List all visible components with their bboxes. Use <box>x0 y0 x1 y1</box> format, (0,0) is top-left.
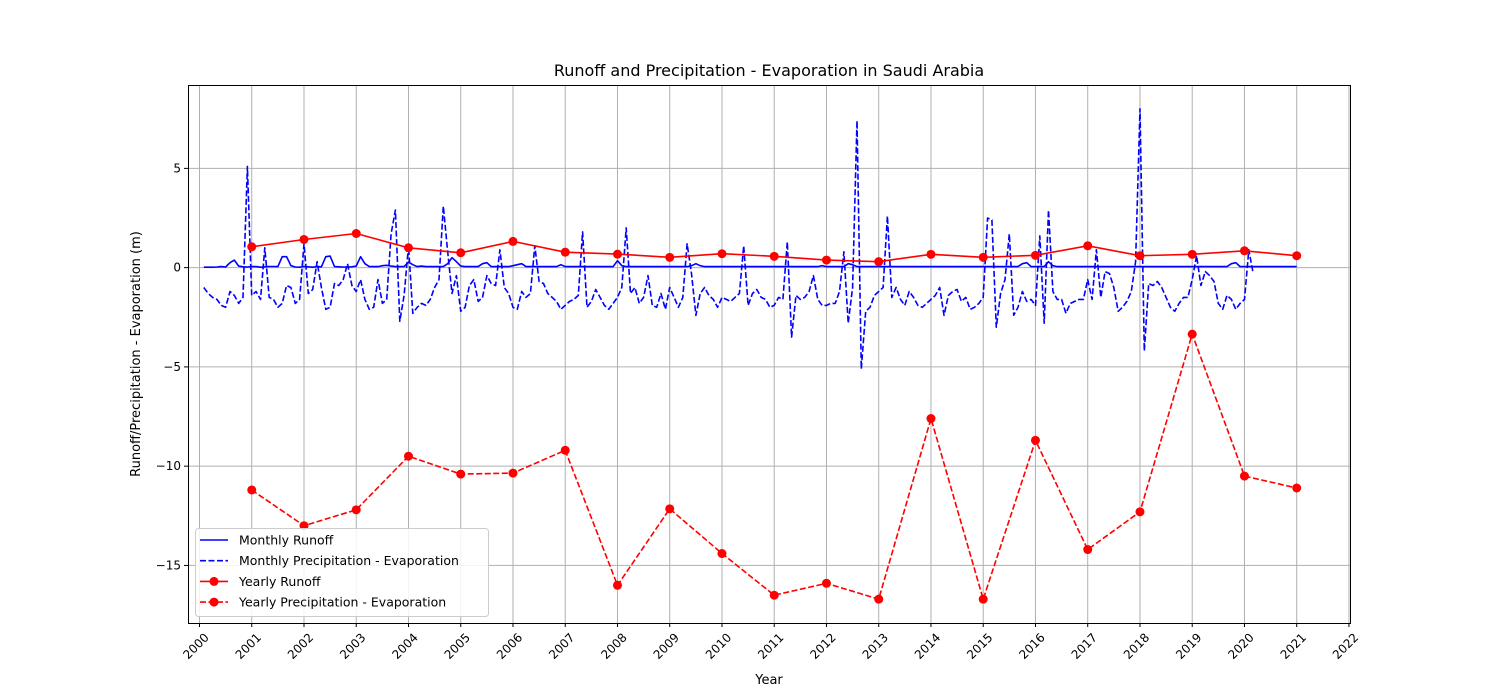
x-axis-label: Year <box>754 673 783 688</box>
legend-marker-yearly-precipitation-evaporation <box>209 597 219 607</box>
y-axis-ticks: 5 0 −5 −10 −15 <box>156 161 188 572</box>
yearly-runoff-point <box>978 252 988 262</box>
yearly-runoff-point <box>665 252 675 262</box>
yearly-runoff-point <box>717 249 727 259</box>
monthly-runoff-line <box>203 255 1297 269</box>
y-tick-label: −10 <box>156 459 181 473</box>
yearly-precipitation-evaporation-point <box>351 505 361 515</box>
yearly-precipitation-evaporation-point <box>403 451 413 461</box>
yearly-runoff-point <box>612 249 622 259</box>
yearly-precipitation-evaporation-point <box>612 580 622 590</box>
yearly-precipitation-evaporation-point <box>1135 507 1145 517</box>
yearly-precipitation-evaporation-point <box>926 414 936 424</box>
yearly-runoff-point <box>560 247 570 257</box>
yearly-runoff-point <box>926 249 936 259</box>
monthly-precipitation-evaporation-line <box>203 108 1254 370</box>
y-axis-label: Runoff/Precipitation - Evaporation (m) <box>129 231 144 477</box>
yearly-runoff-point <box>456 248 466 258</box>
yearly-runoff-point <box>769 251 779 261</box>
yearly-runoff-point <box>299 234 309 244</box>
yearly-runoff-point <box>403 243 413 253</box>
yearly-precipitation-evaporation-point <box>874 594 884 604</box>
yearly-runoff-point <box>1135 251 1145 261</box>
legend-box <box>195 528 489 617</box>
yearly-precipitation-evaporation-point <box>821 578 831 588</box>
legend-label-yearly-runoff: Yearly Runoff <box>238 574 321 589</box>
yearly-precipitation-evaporation-point <box>665 504 675 514</box>
plot-series <box>203 108 1302 604</box>
y-tick-label: −15 <box>156 558 181 572</box>
y-tick-label: 5 <box>173 161 181 175</box>
legend-marker-yearly-runoff <box>209 576 219 586</box>
legend-label-monthly-precipitation-evaporation: Monthly Precipitation - Evaporation <box>239 553 459 568</box>
yearly-precipitation-evaporation-point <box>1292 483 1302 493</box>
legend-items: Monthly Runoff Monthly Precipitation - Ev… <box>200 533 459 610</box>
yearly-precipitation-evaporation-point <box>717 549 727 559</box>
legend-label-yearly-precipitation-evaporation: Yearly Precipitation - Evaporation <box>238 595 446 610</box>
yearly-precipitation-evaporation-point <box>299 521 309 531</box>
yearly-runoff-point <box>247 242 257 252</box>
yearly-runoff-point <box>1292 251 1302 261</box>
yearly-runoff-point <box>508 236 518 246</box>
yearly-precipitation-evaporation-point <box>1239 471 1249 481</box>
legend: Monthly Runoff Monthly Precipitation - Ev… <box>195 528 489 617</box>
yearly-precipitation-evaporation-point <box>560 445 570 455</box>
yearly-precipitation-evaporation-point <box>508 468 518 478</box>
yearly-runoff-point <box>874 257 884 267</box>
yearly-precipitation-evaporation-point <box>1030 435 1040 445</box>
y-tick-label: −5 <box>163 360 181 374</box>
yearly-runoff-point <box>1030 250 1040 260</box>
yearly-precipitation-evaporation-point <box>247 485 257 495</box>
yearly-precipitation-evaporation-point <box>1187 329 1197 339</box>
yearly-runoff-point <box>1083 241 1093 251</box>
chart-title: Runoff and Precipitation - Evaporation i… <box>554 61 984 80</box>
yearly-precipitation-evaporation-point <box>978 594 988 604</box>
y-tick-label: 0 <box>173 261 181 275</box>
yearly-precipitation-evaporation-point <box>769 590 779 600</box>
yearly-precipitation-evaporation-point <box>456 469 466 479</box>
legend-label-monthly-runoff: Monthly Runoff <box>239 533 334 548</box>
yearly-runoff-point <box>821 255 831 265</box>
plot-frame <box>188 85 1351 624</box>
yearly-runoff-point <box>351 228 361 238</box>
yearly-runoff-point <box>1187 249 1197 259</box>
yearly-runoff-point <box>1239 246 1249 256</box>
yearly-precipitation-evaporation-point <box>1083 545 1093 555</box>
